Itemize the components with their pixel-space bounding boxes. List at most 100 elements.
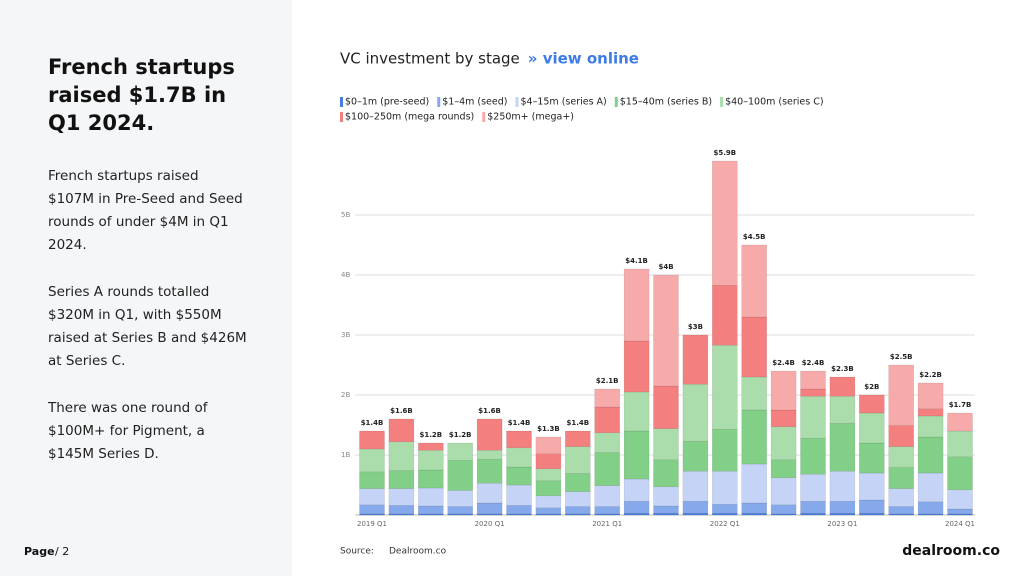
bar-segment	[359, 488, 385, 506]
bar-segment	[594, 406, 620, 434]
bar-segment	[859, 394, 885, 414]
legend-label: $100–250m (mega rounds)	[345, 112, 474, 123]
legend-label: $1–4m (seed)	[442, 97, 507, 108]
bar-segment	[859, 412, 885, 444]
bar-segment	[418, 487, 444, 507]
total-label: $4B	[658, 263, 673, 271]
bar-segment	[682, 440, 709, 472]
bar-segment	[506, 466, 532, 486]
legend-swatch	[340, 112, 343, 122]
x-tick-label: 2020 Q1	[475, 520, 505, 528]
bar-segment	[947, 489, 973, 510]
total-label: $2.4B	[772, 359, 795, 367]
bar-segment	[770, 504, 797, 515]
bar-segment	[359, 471, 385, 489]
bar-segment	[506, 430, 532, 449]
bar-segment	[741, 502, 767, 514]
x-tick-label: 2024 Q1	[945, 520, 975, 528]
bar-segment	[506, 484, 532, 506]
x-tick-label: 2019 Q1	[357, 520, 387, 528]
bar-segment	[712, 512, 738, 516]
bar-segment	[829, 422, 856, 472]
bar-segment	[741, 409, 767, 465]
bar-segment	[917, 436, 944, 474]
total-label: $2.5B	[890, 353, 913, 361]
bar-segment	[712, 503, 738, 514]
bar-segment	[741, 512, 767, 516]
body-line: $100M+ for Pigment, a	[48, 423, 205, 439]
total-label: $5.9B	[713, 149, 736, 157]
total-label: $4.5B	[743, 233, 766, 241]
bar-segment	[829, 500, 856, 514]
body-line: $107M in Pre-Seed and Seed	[48, 191, 243, 207]
view-online-link[interactable]: » view online	[528, 50, 639, 68]
total-label: $1.4B	[508, 419, 531, 427]
body-line: $320M in Q1, with $550M	[48, 307, 222, 323]
total-label: $1.4B	[566, 419, 589, 427]
bar-segment	[594, 506, 620, 515]
total-label: $3B	[688, 323, 703, 331]
legend-swatch	[482, 112, 486, 122]
bar-segment	[476, 502, 503, 515]
legend-swatch	[614, 97, 618, 107]
bar-segment	[653, 428, 679, 461]
bar-segment	[359, 430, 385, 450]
bar-segment	[800, 473, 826, 502]
chart-title: VC investment by stage	[340, 50, 520, 68]
bar-segment	[859, 472, 885, 501]
page-number: / 2	[55, 545, 69, 558]
x-tick-label: 2022 Q1	[710, 520, 740, 528]
bar-segment	[741, 244, 767, 318]
body-line: Series A rounds totalled	[48, 284, 209, 300]
side-panel	[0, 0, 292, 576]
bar-segment	[888, 488, 914, 507]
bar-segment	[770, 409, 797, 428]
bar-segment	[623, 391, 650, 432]
bar-segment	[947, 430, 973, 458]
y-tick-label: 3B	[341, 331, 350, 339]
bar-segment	[741, 376, 767, 411]
body-line: There was one round of	[47, 400, 209, 416]
bar-segment	[653, 486, 679, 507]
y-tick-label: 5B	[341, 211, 350, 219]
bar-segment	[770, 459, 797, 479]
total-label: $2B	[864, 383, 879, 391]
bar-segment	[388, 441, 415, 471]
bar-segment	[359, 448, 385, 473]
bar-segment	[476, 458, 503, 484]
bar-segment	[682, 334, 709, 385]
total-label: $1.4B	[361, 419, 384, 427]
total-label: $4.1B	[625, 257, 648, 265]
bar-segment	[418, 442, 444, 451]
total-label: $1.7B	[949, 401, 972, 409]
bar-segment	[770, 370, 797, 411]
bar-segment	[623, 268, 650, 342]
y-tick-label: 2B	[341, 391, 350, 399]
page-label: Page	[24, 545, 55, 558]
bar-segment	[800, 437, 826, 475]
bar-segment	[770, 426, 797, 461]
total-label: $1.2B	[419, 431, 442, 439]
legend-label: $250m+ (mega+)	[487, 112, 574, 123]
bar-segment	[800, 388, 826, 397]
body-line: 2024.	[48, 237, 87, 253]
bar-segment	[888, 506, 914, 515]
bar-segment	[447, 490, 473, 507]
legend-label: $0–1m (pre-seed)	[345, 97, 429, 108]
bar-segment	[359, 504, 385, 515]
body-line: French startups raised	[48, 168, 199, 184]
bar-segment	[535, 468, 562, 482]
bar-segment	[947, 456, 973, 491]
bar-segment	[565, 473, 591, 492]
bar-segment	[565, 430, 591, 447]
bar-segment	[741, 463, 767, 504]
x-tick-label: 2023 Q1	[827, 520, 857, 528]
bar-segment	[682, 500, 709, 514]
bar-segment	[594, 388, 620, 408]
bar-segment	[388, 470, 415, 489]
x-tick-label: 2021 Q1	[592, 520, 622, 528]
legend-swatch	[340, 97, 343, 107]
bar-segment	[565, 506, 591, 515]
y-tick-label: 4B	[341, 271, 350, 279]
body-line: $145M Series D.	[48, 446, 159, 462]
